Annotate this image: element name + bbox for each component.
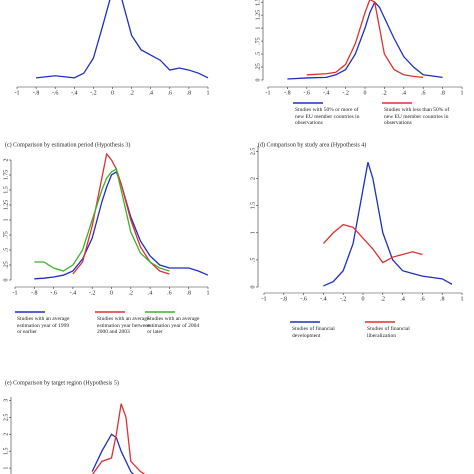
y-tick-label: 1.5 xyxy=(250,202,256,210)
legend-label: Studies with 50% or more of new EU membe… xyxy=(295,107,360,126)
legend-label: Studies with an average estimation year … xyxy=(17,316,70,335)
x-tick-label: 0 xyxy=(110,290,113,296)
density-line xyxy=(72,152,170,275)
y-tick-label: 2 xyxy=(250,177,256,180)
y-tick-label: 2 xyxy=(3,433,9,436)
x-tick-label: -.8 xyxy=(284,90,291,96)
y-tick-label: 1.5 xyxy=(255,0,261,6)
density-line xyxy=(91,433,135,474)
x-tick-label: -.4 xyxy=(70,290,77,296)
y-tick-label: 1.5 xyxy=(3,447,9,455)
panel-title: (d) Comparison by study area (Hypothesis… xyxy=(258,141,366,148)
y-tick-label: 2.5 xyxy=(250,148,256,156)
x-tick-label: .6 xyxy=(420,296,425,302)
x-tick-label: .8 xyxy=(186,290,191,296)
x-tick-label: .2 xyxy=(382,90,387,96)
x-tick-label: .2 xyxy=(381,296,386,302)
y-tick-label: .5 xyxy=(3,248,9,253)
y-tick-label: 1 xyxy=(3,219,9,222)
x-tick-label: -.6 xyxy=(300,296,307,302)
y-tick-label: 1.25 xyxy=(255,10,261,21)
x-tick-label: -.2 xyxy=(90,90,97,96)
density-line xyxy=(287,1,443,80)
x-tick-label: .4 xyxy=(400,296,405,302)
x-tick-label: -.8 xyxy=(281,296,288,302)
x-tick-label: 0 xyxy=(364,90,367,96)
y-tick-label: .75 xyxy=(3,231,9,239)
x-tick-label: -.8 xyxy=(31,290,38,296)
y-tick-label: 1.5 xyxy=(3,186,9,194)
x-tick-label: 1 xyxy=(207,290,210,296)
x-tick-label: -1 xyxy=(15,90,20,96)
y-tick-label: .5 xyxy=(255,52,261,57)
x-tick-label: .4 xyxy=(148,290,153,296)
x-tick-label: 1 xyxy=(207,90,210,96)
y-tick-label: 1.25 xyxy=(3,200,9,211)
legend-label: Studies of financial liberalization xyxy=(367,326,410,339)
x-tick-label: 1 xyxy=(461,90,464,96)
y-tick-label: 0 xyxy=(255,79,261,82)
y-tick-label: 1 xyxy=(255,27,261,30)
x-tick-label: .2 xyxy=(129,290,134,296)
panel-title: (c) Comparison by estimation period (Hyp… xyxy=(5,141,130,148)
x-tick-label: .8 xyxy=(440,296,445,302)
y-tick-label: .25 xyxy=(3,261,9,269)
x-tick-label: -.2 xyxy=(342,90,349,96)
y-tick-label: 2.5 xyxy=(3,414,9,422)
y-tick-label: 3 xyxy=(3,399,9,402)
y-tick-label: 1.75 xyxy=(3,170,9,181)
y-tick-label: 1 xyxy=(3,467,9,470)
x-tick-label: -.2 xyxy=(89,290,96,296)
x-tick-label: 0 xyxy=(111,90,114,96)
legend-label: Studies with an average estimation year … xyxy=(97,316,151,335)
legend-label: Studies of financial development xyxy=(292,326,335,339)
density-line xyxy=(92,403,146,474)
x-tick-label: 0 xyxy=(362,296,365,302)
x-tick-label: -1 xyxy=(266,90,271,96)
x-tick-label: -.6 xyxy=(304,90,311,96)
x-tick-label: -1 xyxy=(13,290,18,296)
x-tick-label: -.2 xyxy=(340,296,347,302)
x-tick-label: -.4 xyxy=(320,296,327,302)
x-tick-label: -.6 xyxy=(50,290,57,296)
x-tick-label: -.4 xyxy=(71,90,78,96)
density-line xyxy=(306,0,424,79)
y-tick-label: 1 xyxy=(250,231,256,234)
x-tick-label: -.8 xyxy=(33,90,40,96)
y-tick-label: .75 xyxy=(255,37,261,45)
x-tick-label: .2 xyxy=(129,90,134,96)
density-line xyxy=(34,167,170,272)
x-tick-label: 1 xyxy=(461,296,464,302)
density-line xyxy=(36,0,209,79)
density-line xyxy=(323,162,453,287)
y-tick-label: 0 xyxy=(250,286,256,289)
x-tick-label: .4 xyxy=(148,90,153,96)
panel-title: (e) Comparison by target region (Hypothe… xyxy=(5,379,119,386)
legend-label: Studies with an average estimation year … xyxy=(147,316,200,335)
y-tick-label: 2 xyxy=(3,159,9,162)
x-tick-label: .6 xyxy=(421,90,426,96)
x-tick-label: .8 xyxy=(440,90,445,96)
x-tick-label: -1 xyxy=(262,296,267,302)
x-tick-label: .6 xyxy=(167,290,172,296)
x-tick-label: .6 xyxy=(168,90,173,96)
x-tick-label: -.4 xyxy=(323,90,330,96)
x-tick-label: .8 xyxy=(187,90,192,96)
density-line xyxy=(34,171,209,280)
y-tick-label: .5 xyxy=(250,258,256,263)
legend-label: Studies with less than 50% of new EU mem… xyxy=(384,107,450,126)
x-tick-label: -.6 xyxy=(52,90,59,96)
density-line xyxy=(322,223,423,264)
y-tick-label: 0 xyxy=(3,279,9,282)
x-tick-label: .4 xyxy=(402,90,407,96)
y-tick-label: .25 xyxy=(255,63,261,71)
